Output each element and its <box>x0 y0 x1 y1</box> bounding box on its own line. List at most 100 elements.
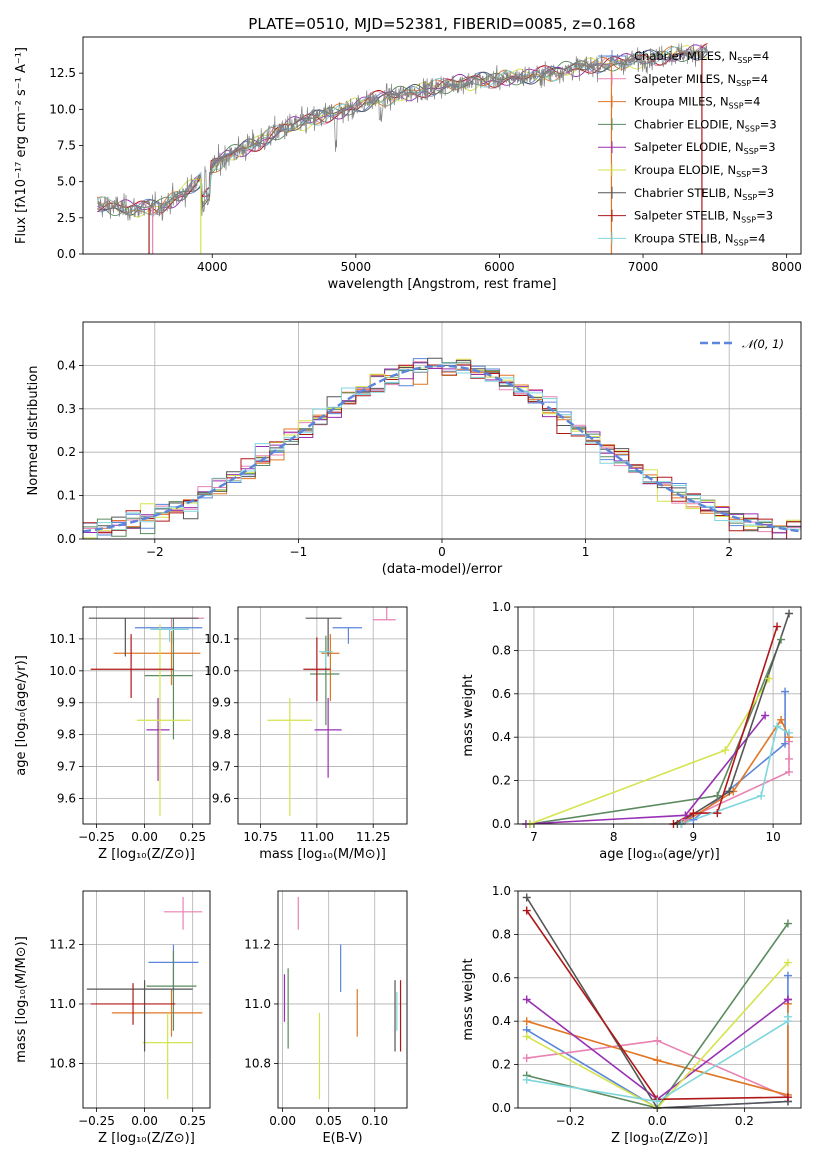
residual-histogram-step <box>83 357 801 539</box>
x-tick-label: 0.00 <box>131 830 158 844</box>
y-tick-label: 9.9 <box>212 696 231 710</box>
x-tick-label: −0.25 <box>78 830 115 844</box>
legend-entry: Chabrier STELIB, NSSP=3 <box>634 186 774 202</box>
mass-weight-marker <box>713 809 722 818</box>
y-tick-label: 10.0 <box>49 664 76 678</box>
mass-weight-marker <box>765 674 774 683</box>
y-tick-label: 10.1 <box>49 632 76 646</box>
age-vs-mass-panel: 10.75 11.00 11.25 9.6 9.7 9.8 9.9 10.0 10.1 mass … <box>204 606 408 862</box>
observed-spectrum-line <box>97 43 708 221</box>
y-axis-label: mass weight <box>461 958 476 1040</box>
y-tick-label: 1.0 <box>492 600 511 614</box>
x-tick-label: 11.25 <box>356 830 390 844</box>
x-axis-label: (data-model)/error <box>382 562 503 577</box>
x-axis-label: Z [log₁₀(Z/Z⊙)] <box>98 847 195 862</box>
mass-weight-line <box>526 1003 789 1097</box>
y-tick-label: 0.1 <box>57 489 76 503</box>
mass-weight-marker <box>653 1056 662 1065</box>
x-axis-label: Z [log₁₀(Z/Z⊙)] <box>611 1131 708 1146</box>
mass-weight-marker <box>653 1036 662 1045</box>
axes-frame <box>82 321 802 540</box>
x-tick-label: 7 <box>530 830 538 844</box>
mass-weight-marker <box>721 746 730 755</box>
plot-area <box>83 322 801 539</box>
y-tick-label: 10.0 <box>204 664 231 678</box>
x-tick-label: 8 <box>610 830 618 844</box>
y-tick-label: 0.0 <box>492 1101 511 1115</box>
mass-weight-marker <box>522 906 531 915</box>
massweight-vs-metallicity-panel: −0.2 0.0 0.2 0.0 0.2 0.4 0.6 0.8 1.0 Z [log₁₀(Z/Z… <box>461 884 802 1146</box>
mass-weight-line <box>680 718 790 824</box>
mass-weight-marker <box>522 1032 531 1041</box>
x-axis-label: age [log₁₀(age/yr)] <box>599 847 720 862</box>
y-tick-label: 0.4 <box>492 1014 511 1028</box>
x-tick-label: −1 <box>290 545 308 559</box>
axes-frame <box>277 890 408 1109</box>
legend-entry: Kroupa MILES, NSSP=4 <box>634 95 760 111</box>
y-tick-label: 0.3 <box>57 402 76 416</box>
x-tick-label: 0 <box>438 545 446 559</box>
x-tick-label: 5000 <box>341 260 372 274</box>
legend-entry: Chabrier ELODIE, NSSP=3 <box>634 117 777 133</box>
y-tick-label: 0.2 <box>57 445 76 459</box>
grid <box>83 607 210 824</box>
axes-frame <box>82 890 211 1109</box>
y-tick-label: 0.0 <box>492 817 511 831</box>
axes-frame <box>82 36 802 255</box>
y-tick-label: 9.7 <box>57 760 76 774</box>
x-tick-label: 0.00 <box>131 1114 158 1128</box>
grid <box>518 607 801 824</box>
x-axis-label: E(B-V) <box>322 1131 362 1146</box>
x-tick-label: 0.05 <box>315 1114 342 1128</box>
x-tick-label: 11.00 <box>300 830 334 844</box>
legend-entry: Kroupa STELIB, NSSP=4 <box>634 231 765 247</box>
axes-frame <box>517 606 802 825</box>
massweight-vs-age-panel: 7 8 9 10 0.0 0.2 0.4 0.6 0.8 1.0 age [log₁₀(age/yr… <box>461 600 802 862</box>
plot-area <box>278 891 407 1108</box>
mass-weight-marker <box>522 995 531 1004</box>
plot-area <box>83 891 210 1108</box>
grid <box>278 891 407 1108</box>
axes-frame <box>237 606 408 825</box>
x-tick-label: 0.2 <box>735 1114 754 1128</box>
y-tick-label: 9.8 <box>212 728 231 742</box>
y-tick-label: 9.7 <box>212 760 231 774</box>
y-axis-label: Normed distribution <box>26 366 41 496</box>
y-tick-label: 2.5 <box>57 211 76 225</box>
x-tick-label: 1 <box>582 545 590 559</box>
mass-weight-marker <box>783 919 792 928</box>
model-spectrum-line <box>97 50 708 217</box>
mass-weight-line <box>529 678 770 824</box>
mass-weight-marker <box>783 958 792 967</box>
mass-weight-line <box>681 725 790 824</box>
legend-entry: Salpeter ELODIE, NSSP=3 <box>634 140 776 156</box>
y-tick-label: 10.0 <box>49 102 76 116</box>
y-tick-label: 0.6 <box>492 971 511 985</box>
mass-weight-marker <box>713 791 722 800</box>
mass-weight-marker <box>522 1017 531 1026</box>
y-tick-label: 9.6 <box>212 791 231 805</box>
y-tick-label: 10.8 <box>244 1056 271 1070</box>
x-tick-label: 10 <box>765 830 780 844</box>
axes-frame <box>82 606 211 825</box>
y-tick-label: 5.0 <box>57 175 76 189</box>
mass-weight-marker <box>777 715 786 724</box>
mass-weight-line <box>526 962 789 1108</box>
x-tick-label: 0.0 <box>648 1114 667 1128</box>
spectrum-panel: 4000 5000 6000 7000 8000 0.0 2.5 5.0 7.5 10.0 12.5… <box>14 15 802 292</box>
x-tick-label: 9 <box>690 830 698 844</box>
y-tick-label: 10.8 <box>49 1056 76 1070</box>
mass-weight-marker <box>522 893 531 902</box>
normal-reference-curve <box>83 364 801 533</box>
x-tick-label: −0.2 <box>556 1114 585 1128</box>
x-tick-label: 7000 <box>628 260 659 274</box>
y-axis-label: age [log₁₀(age/yr)] <box>14 655 29 776</box>
mass-weight-marker <box>522 1054 531 1063</box>
plot-area <box>518 891 801 1108</box>
x-tick-label: 8000 <box>771 260 802 274</box>
y-tick-label: 7.5 <box>57 139 76 153</box>
x-axis-label: Z [log₁₀(Z/Z⊙)] <box>98 1131 195 1146</box>
mass-weight-marker <box>785 754 794 763</box>
x-tick-label: 0.25 <box>179 830 206 844</box>
x-tick-label: 0.10 <box>361 1114 388 1128</box>
